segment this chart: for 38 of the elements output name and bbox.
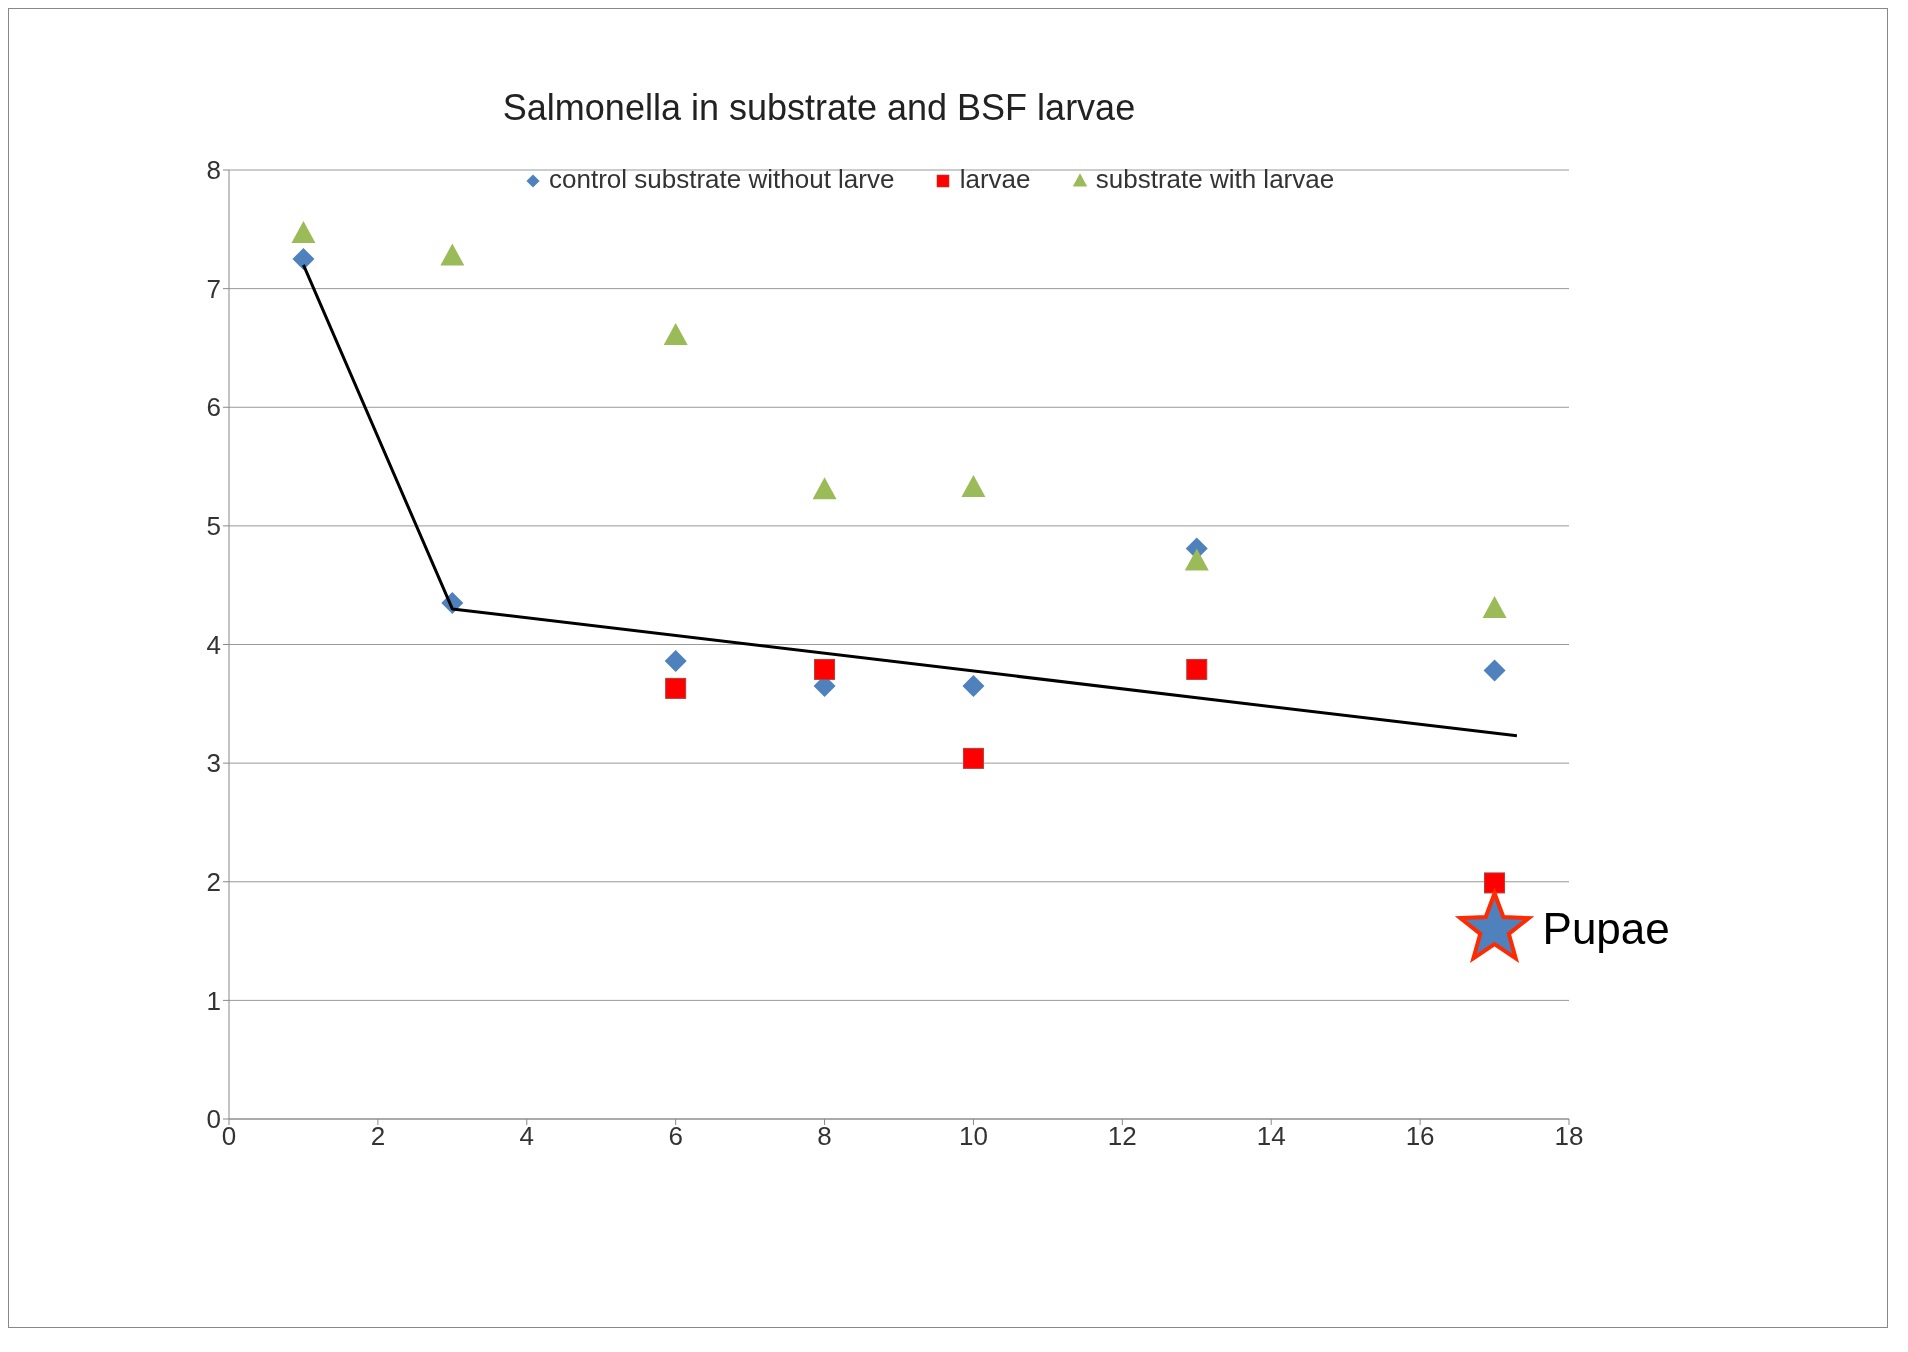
x-tick-label: 12 — [1107, 1121, 1137, 1152]
point — [663, 323, 688, 346]
point — [962, 675, 985, 698]
point — [812, 477, 837, 500]
chart-title: Salmonella in substrate and BSF larvae — [501, 87, 1137, 129]
point — [814, 658, 836, 680]
point — [1484, 872, 1506, 894]
annotation: Pupae — [1542, 904, 1670, 954]
point — [292, 247, 315, 270]
y-tick-label: 4 — [206, 629, 221, 660]
point — [440, 243, 465, 266]
point — [962, 747, 984, 769]
y-tick-label: 1 — [206, 985, 221, 1016]
legend-label: larvae — [958, 164, 1031, 195]
point — [1184, 548, 1209, 571]
point — [291, 221, 316, 244]
x-tick-label: 8 — [817, 1121, 832, 1152]
point — [664, 650, 687, 673]
point — [961, 474, 986, 497]
y-tick-label: 8 — [206, 155, 221, 186]
point — [665, 677, 687, 699]
x-tick-label: 6 — [668, 1121, 683, 1152]
point — [1483, 659, 1506, 682]
x-tick-label: 10 — [958, 1121, 988, 1152]
legend-label: control substrate without larve — [548, 164, 895, 195]
y-tick-label: 2 — [206, 866, 221, 897]
x-tick-label: 14 — [1256, 1121, 1286, 1152]
y-tick-label: 5 — [206, 511, 221, 542]
x-tick-label: 16 — [1405, 1121, 1435, 1152]
point — [1186, 658, 1208, 680]
x-tick-label: 18 — [1554, 1121, 1584, 1152]
y-tick-label: 6 — [206, 392, 221, 423]
y-tick-label: 3 — [206, 748, 221, 779]
point — [1482, 595, 1507, 618]
y-tick-label: 7 — [206, 273, 221, 304]
x-tick-label: 4 — [519, 1121, 535, 1152]
x-tick-label: 2 — [370, 1121, 386, 1152]
legend-label: substrate with larvae — [1094, 164, 1335, 195]
